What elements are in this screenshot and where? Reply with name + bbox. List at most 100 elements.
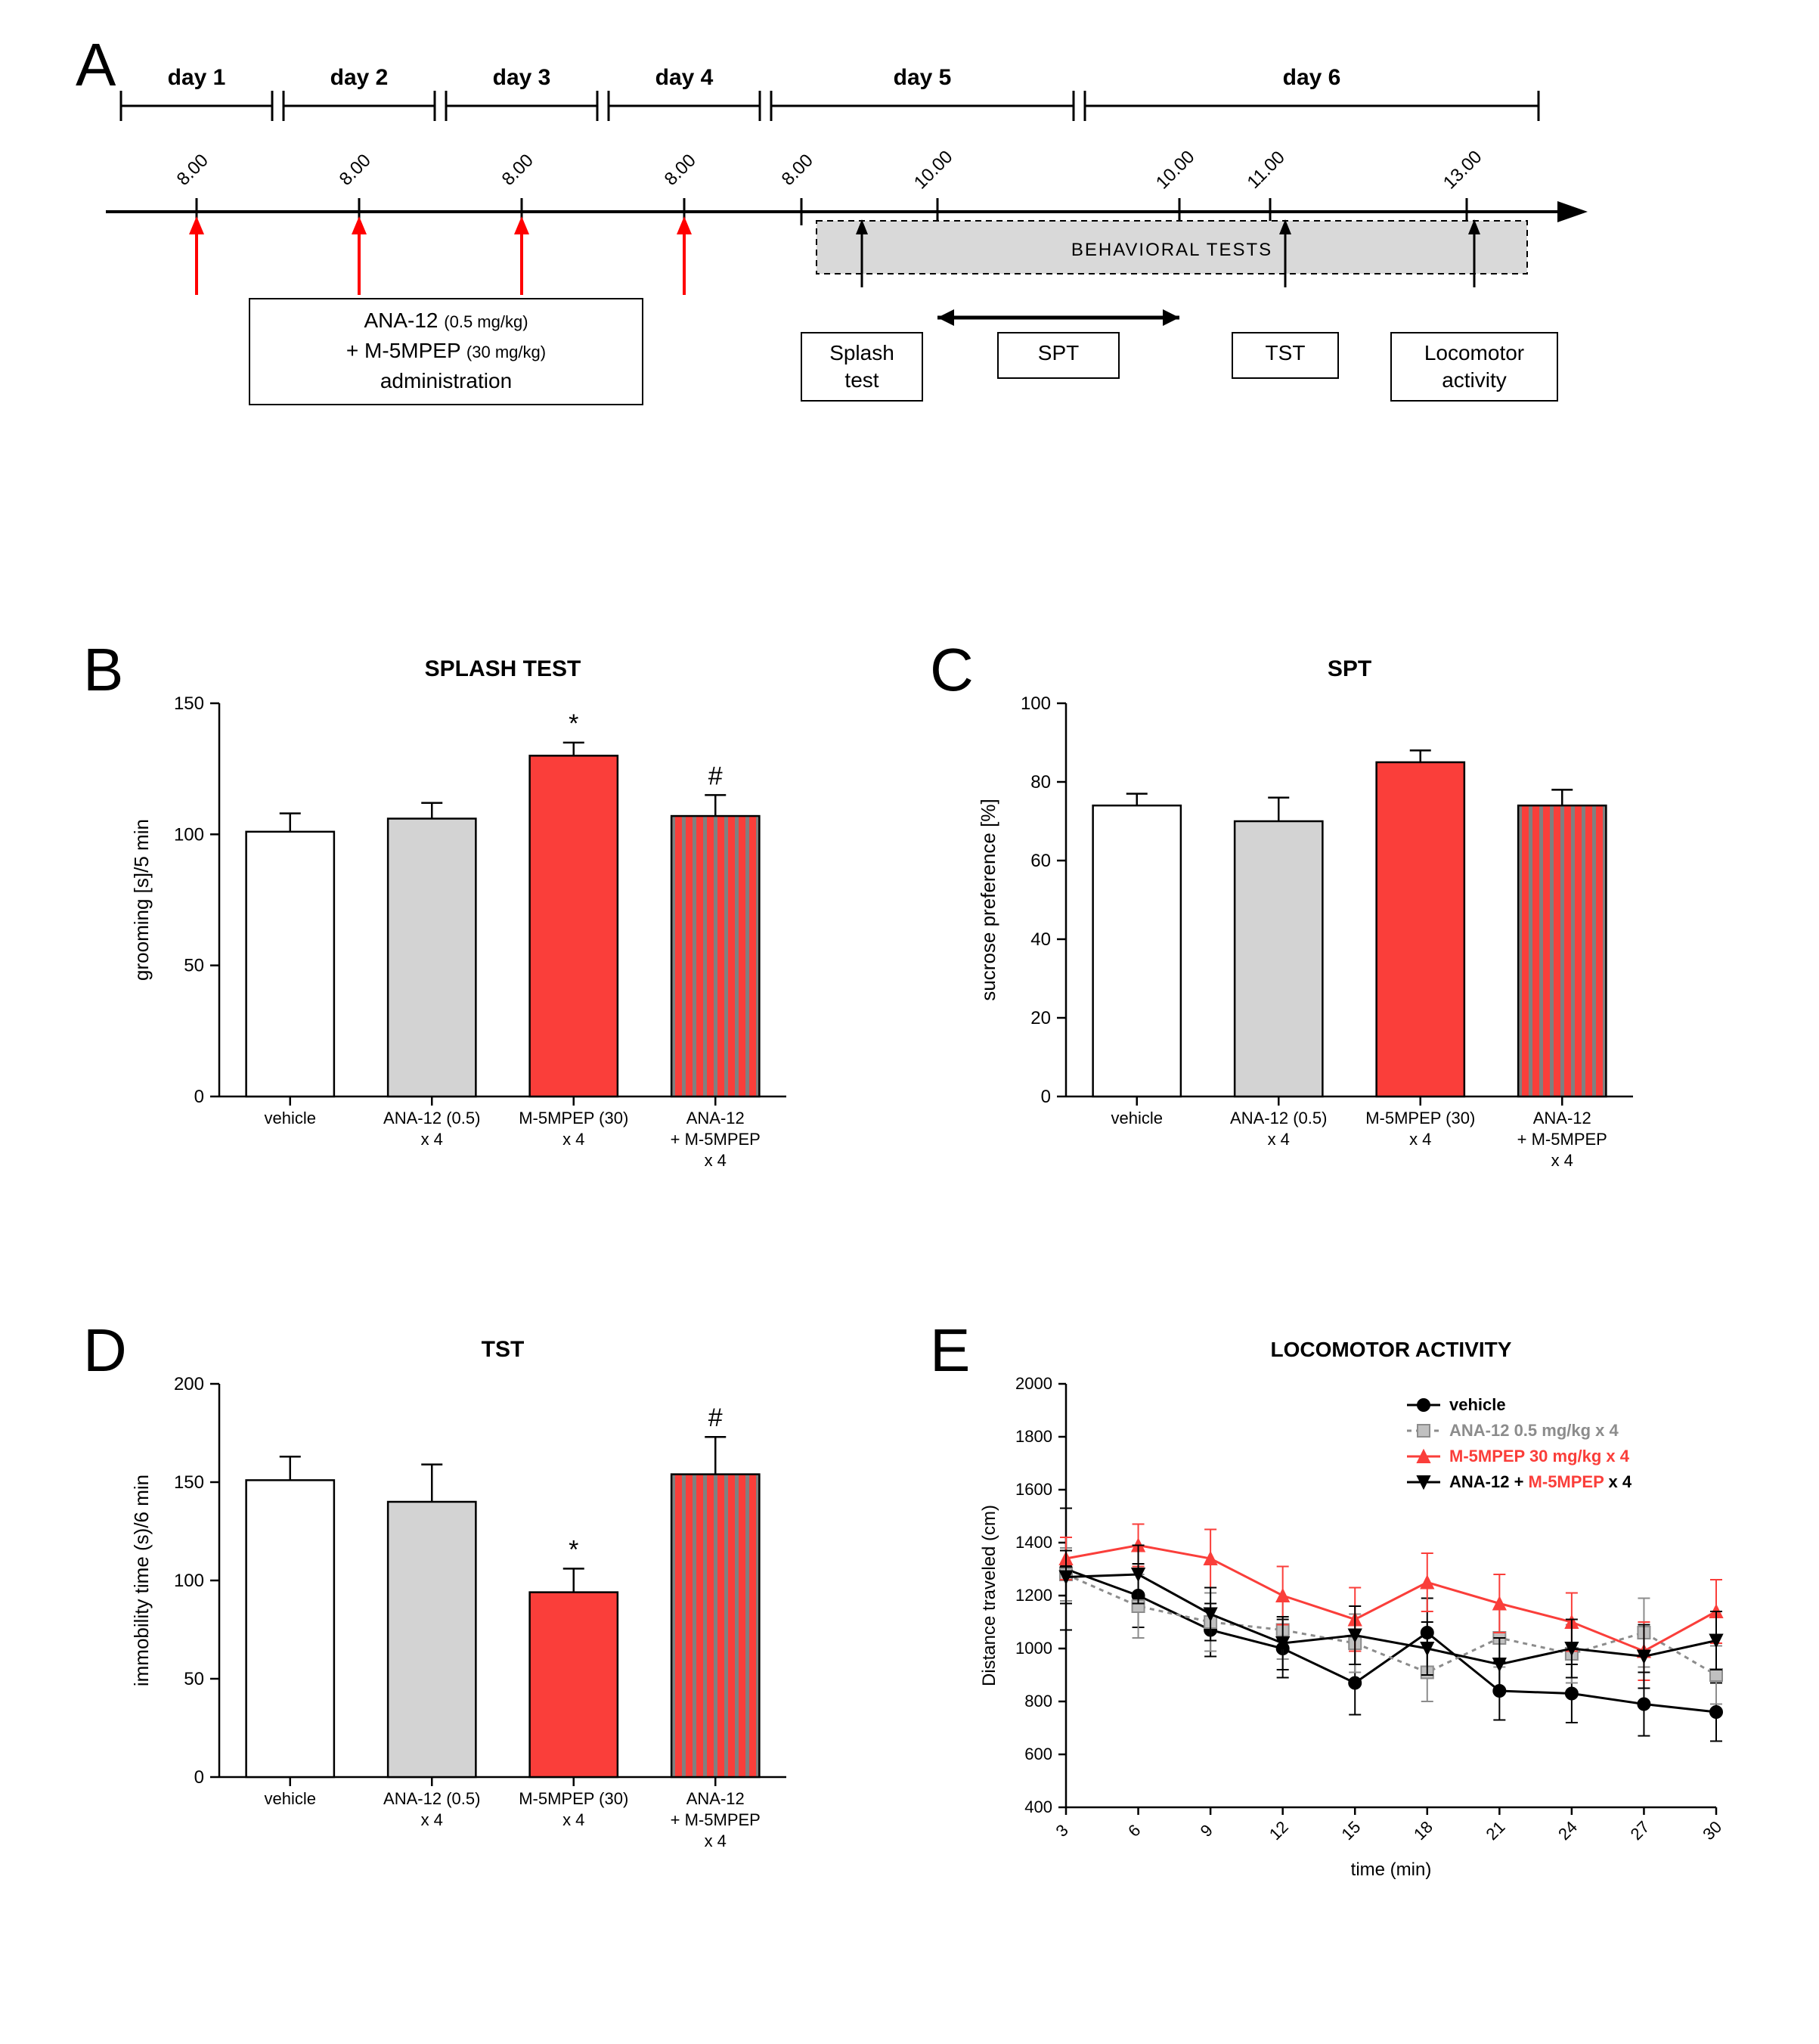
svg-text:ANA-12: ANA-12 [686,1789,745,1808]
svg-text:50: 50 [184,1669,204,1689]
svg-text:40: 40 [1030,929,1051,950]
svg-text:x 4: x 4 [705,1151,727,1170]
svg-text:activity: activity [1442,368,1507,392]
svg-text:BEHAVIORAL TESTS: BEHAVIORAL TESTS [1071,240,1272,260]
svg-text:8.00: 8.00 [336,150,375,190]
svg-text:400: 400 [1024,1797,1052,1816]
svg-text:x 4: x 4 [562,1810,584,1829]
svg-text:100: 100 [1021,693,1051,714]
svg-text:27: 27 [1627,1817,1653,1844]
svg-text:vehicle: vehicle [1449,1395,1506,1414]
svg-text:600: 600 [1024,1745,1052,1763]
svg-text:20: 20 [1030,1008,1051,1028]
svg-text:100: 100 [174,1571,204,1591]
svg-text:ANA-12: ANA-12 [686,1109,745,1127]
svg-text:100: 100 [174,824,204,845]
svg-text:day 6: day 6 [1283,65,1341,90]
svg-text:ANA-12 (0.5): ANA-12 (0.5) [1230,1109,1327,1127]
svg-text:M-5MPEP (30): M-5MPEP (30) [519,1789,628,1808]
svg-text:2000: 2000 [1015,1374,1052,1393]
svg-text:vehicle: vehicle [265,1789,316,1808]
svg-text:x 4: x 4 [421,1810,443,1829]
svg-text:30: 30 [1699,1817,1725,1844]
svg-text:3: 3 [1052,1821,1072,1841]
svg-text:Splash: Splash [829,341,894,364]
svg-text:vehicle: vehicle [265,1109,316,1127]
svg-text:ANA-12 (0.5): ANA-12 (0.5) [383,1789,480,1808]
panel-label-d: D [83,1316,127,1385]
svg-text:x 4: x 4 [1268,1130,1290,1149]
svg-text:1600: 1600 [1015,1480,1052,1499]
svg-text:15: 15 [1337,1817,1364,1844]
svg-text:0: 0 [194,1087,204,1107]
svg-text:8.00: 8.00 [778,150,817,190]
svg-text:administration: administration [380,369,512,392]
svg-text:9: 9 [1197,1821,1216,1841]
svg-text:21: 21 [1483,1817,1509,1844]
svg-text:18: 18 [1410,1817,1436,1844]
svg-text:TST: TST [482,1337,525,1362]
svg-text:x 4: x 4 [562,1130,584,1149]
svg-text:50: 50 [184,956,204,976]
svg-text:800: 800 [1024,1692,1052,1711]
panel-label-e: E [930,1316,970,1385]
bar-chart-b: SPLASH TEST 0 50 100 150 grooming [s]/5 min ve… [121,650,801,1225]
svg-text:10.00: 10.00 [1152,147,1199,194]
svg-text:+ M-5MPEP: + M-5MPEP [1517,1130,1607,1149]
svg-text:x 4: x 4 [421,1130,443,1149]
svg-text:1400: 1400 [1015,1533,1052,1552]
svg-text:80: 80 [1030,772,1051,792]
svg-text:SPT: SPT [1328,656,1371,681]
svg-text:0: 0 [1041,1087,1051,1107]
svg-text:Locomotor: Locomotor [1424,341,1524,364]
svg-text:x 4: x 4 [705,1832,727,1850]
svg-text:8.00: 8.00 [498,150,538,190]
svg-text:M-5MPEP 30 mg/kg x 4: M-5MPEP 30 mg/kg x 4 [1449,1447,1630,1466]
svg-text:8.00: 8.00 [173,150,212,190]
svg-text:LOCOMOTOR ACTIVITY: LOCOMOTOR ACTIVITY [1271,1338,1512,1361]
svg-text:#: # [708,761,723,790]
svg-text:ANA-12 (0.5 mg/kg): ANA-12 (0.5 mg/kg) [364,309,528,332]
svg-text:10.00: 10.00 [910,147,957,194]
panel-label-c: C [930,635,974,705]
svg-text:0: 0 [194,1767,204,1788]
svg-text:200: 200 [174,1374,204,1394]
svg-text:12: 12 [1266,1817,1292,1844]
svg-text:x 4: x 4 [1409,1130,1431,1149]
svg-text:+ M-5MPEP: + M-5MPEP [671,1130,761,1149]
svg-text:TST: TST [1266,341,1306,364]
svg-text:day 2: day 2 [330,65,389,90]
svg-text:x 4: x 4 [1551,1151,1573,1170]
bar-chart-d: TST050100150200immobility time (s)/6 min… [121,1331,801,1906]
svg-text:vehicle: vehicle [1111,1109,1163,1127]
svg-text:1000: 1000 [1015,1639,1052,1658]
svg-text:test: test [844,368,879,392]
svg-text:time (min): time (min) [1351,1859,1432,1880]
svg-text:*: * [569,709,578,738]
svg-text:sucrose preference [%]: sucrose preference [%] [977,799,999,1000]
svg-text:day 3: day 3 [493,65,551,90]
svg-text:immobility time (s)/6 min: immobility time (s)/6 min [130,1475,153,1686]
panel-label-b: B [83,635,123,705]
svg-text:1800: 1800 [1015,1427,1052,1446]
svg-text:day 1: day 1 [168,65,226,90]
svg-text:M-5MPEP (30): M-5MPEP (30) [519,1109,628,1127]
svg-text:ANA-12 (0.5): ANA-12 (0.5) [383,1109,480,1127]
svg-text:+ M-5MPEP: + M-5MPEP [671,1810,761,1829]
svg-text:150: 150 [174,693,204,714]
svg-text:SPLASH TEST: SPLASH TEST [425,656,581,681]
svg-text:8.00: 8.00 [661,150,700,190]
svg-text:6: 6 [1124,1821,1144,1841]
timeline-diagram: day 1 day 2 day 3 day 4 day 5 day 6 8.00 8.00 8.… [76,30,1588,454]
svg-text:ANA-12 + M-5MPEP x 4: ANA-12 + M-5MPEP x 4 [1449,1472,1632,1491]
svg-text:day 4: day 4 [655,65,714,90]
svg-text:M-5MPEP (30): M-5MPEP (30) [1365,1109,1475,1127]
svg-text:grooming [s]/5 min: grooming [s]/5 min [130,819,153,981]
svg-text:1200: 1200 [1015,1586,1052,1605]
line-chart-locomotor: LOCOMOTOR ACTIVITY 400 600 800 1000 1200 1400 1… [968,1331,1739,1906]
svg-text:#: # [708,1404,723,1432]
svg-text:Distance traveled (cm): Distance traveled (cm) [979,1505,999,1686]
svg-text:day 5: day 5 [894,65,952,90]
svg-text:*: * [569,1535,578,1564]
panel-label-a: A [76,30,116,100]
